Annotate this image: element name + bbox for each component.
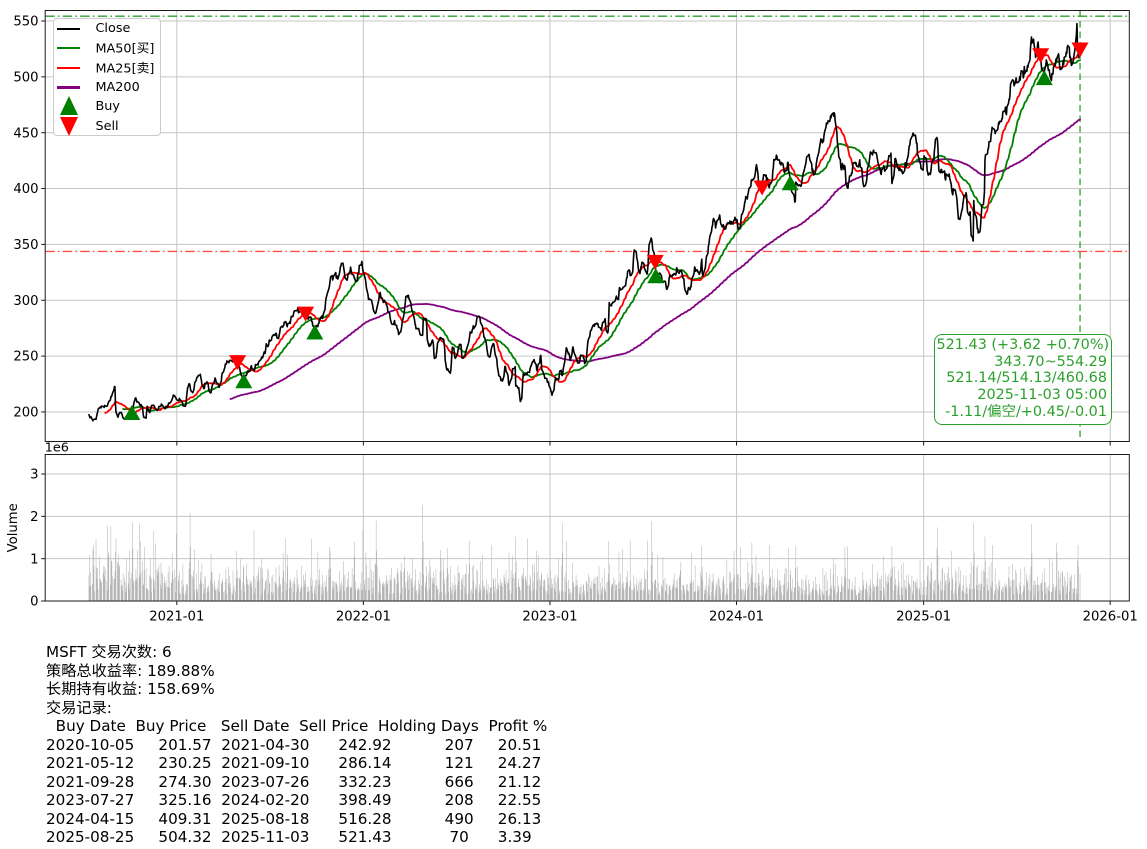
x-tick-label: 2023-01 xyxy=(522,610,577,625)
buyhold-return-line: 长期持有收益: 158.69% xyxy=(46,680,215,698)
buy-marker xyxy=(647,268,665,284)
quote-annotation-box: 521.43 (+3.62 +0.70%) 343.70~554.29 521.… xyxy=(933,333,1112,425)
legend-label: Close xyxy=(95,20,131,36)
sell-marker xyxy=(1071,42,1089,58)
y-tick-label: 400 xyxy=(13,182,38,197)
y-tick-label: 200 xyxy=(13,406,38,421)
sell-marker xyxy=(753,180,771,196)
close-line xyxy=(88,22,1081,422)
legend-item-buy: Buy xyxy=(54,96,160,117)
trade-summary-block: MSFT 交易次数: 6 策略总收益率: 189.88% 长期持有收益: 158… xyxy=(46,643,547,847)
annotation-range-line: 343.70~554.29 xyxy=(994,353,1107,370)
x-tick-label: 2026-01 xyxy=(1083,610,1138,625)
y-tick-label: 500 xyxy=(13,70,38,85)
annotation-datetime-line: 2025-11-03 05:00 xyxy=(977,387,1107,404)
volume-tick-label: 0 xyxy=(30,595,38,610)
ma200-line-swatch xyxy=(57,86,80,89)
trades-table-row: 2021-05-12 230.25 2021-09-10 286.14 121 … xyxy=(46,754,542,772)
volume-tick-label: 1 xyxy=(30,552,38,567)
volume-tick-label: 3 xyxy=(30,468,38,483)
legend-item-ma200: MA200 xyxy=(54,78,160,98)
price-volume-chart: 200 250 300 350 400 450 500 550 0 1 2 3 2021-01 2022-… xyxy=(6,10,1138,625)
y-tick-label: 250 xyxy=(13,350,38,365)
legend-label: MA200 xyxy=(95,79,140,95)
trade-log-title: 交易记录: xyxy=(46,698,112,717)
volume-axis-title: Volume xyxy=(6,503,21,552)
legend-label: Sell xyxy=(95,118,119,134)
legend-item-ma25: MA25[卖] xyxy=(54,58,160,78)
legend-item-close: Close xyxy=(54,19,160,39)
volume-panel-spines xyxy=(44,454,1130,602)
buy-marker xyxy=(306,324,324,340)
trades-table-row: 2025-08-25 504.32 2025-11-03 521.43 70 3… xyxy=(46,828,532,846)
trades-table-row: 2023-07-27 325.16 2024-02-20 398.49 208 … xyxy=(46,791,542,809)
y-tick-label: 450 xyxy=(13,126,38,141)
volume-tick-label: 2 xyxy=(30,510,38,525)
trades-table-row: 2021-09-28 274.30 2023-07-26 332.23 666 … xyxy=(46,772,542,791)
legend-item-sell: Sell xyxy=(54,116,160,137)
legend-box: Close MA50[买] MA25[卖] MA200 Buy Sell xyxy=(52,18,161,137)
volume-bars xyxy=(88,504,1081,601)
price-panel-spines xyxy=(44,10,1130,442)
y-tick-label: 300 xyxy=(13,294,38,309)
annotation-indicator-line: -1.11/偏空/+0.45/-0.01 xyxy=(945,403,1107,420)
ma25-line-swatch xyxy=(57,66,80,70)
close-line-swatch xyxy=(57,27,80,30)
trades-table-row: 2024-04-15 409.31 2025-08-18 516.28 490 … xyxy=(46,809,542,828)
sell-marker-icon xyxy=(59,116,78,136)
x-tick-label: 2024-01 xyxy=(709,610,764,625)
buy-marker xyxy=(1035,70,1053,86)
strategy-return-line: 策略总收益率: 189.88% xyxy=(46,661,215,680)
y-tick-label: 350 xyxy=(13,238,38,253)
trades-table-row: 2020-10-05 201.57 2021-04-30 242.92 207 … xyxy=(46,735,542,754)
trades-table: Buy Date Buy Price Sell Date Sell Price … xyxy=(46,717,547,847)
annotation-price-line: 521.43 (+3.62 +0.70%) xyxy=(936,337,1110,353)
x-tick-label: 2021-01 xyxy=(149,610,204,625)
trade-count-line: MSFT 交易次数: 6 xyxy=(46,643,172,661)
buy-marker-icon xyxy=(59,96,78,116)
ma50-line xyxy=(122,59,1081,412)
buy-marker xyxy=(781,175,799,191)
legend-item-ma50: MA50[买] xyxy=(54,39,160,59)
x-tick-label: 2025-01 xyxy=(896,610,951,625)
sell-marker xyxy=(229,355,247,371)
sell-marker xyxy=(646,254,664,270)
sell-marker xyxy=(297,306,315,322)
trades-table-header: Buy Date Buy Price Sell Date Sell Price … xyxy=(46,717,548,735)
y-tick-label: 550 xyxy=(13,15,38,30)
legend-label: MA25[卖] xyxy=(95,61,155,77)
sell-marker xyxy=(1032,48,1050,64)
volume-offset-label: 1e6 xyxy=(45,441,69,456)
legend-label: Buy xyxy=(95,99,120,115)
annotation-levels-line: 521.14/514.13/460.68 xyxy=(946,370,1107,387)
buy-marker xyxy=(235,373,253,389)
buy-marker xyxy=(123,404,141,420)
legend-label: MA50[买] xyxy=(95,42,155,58)
x-tick-label: 2022-01 xyxy=(336,610,391,625)
ma50-line-swatch xyxy=(57,47,80,50)
